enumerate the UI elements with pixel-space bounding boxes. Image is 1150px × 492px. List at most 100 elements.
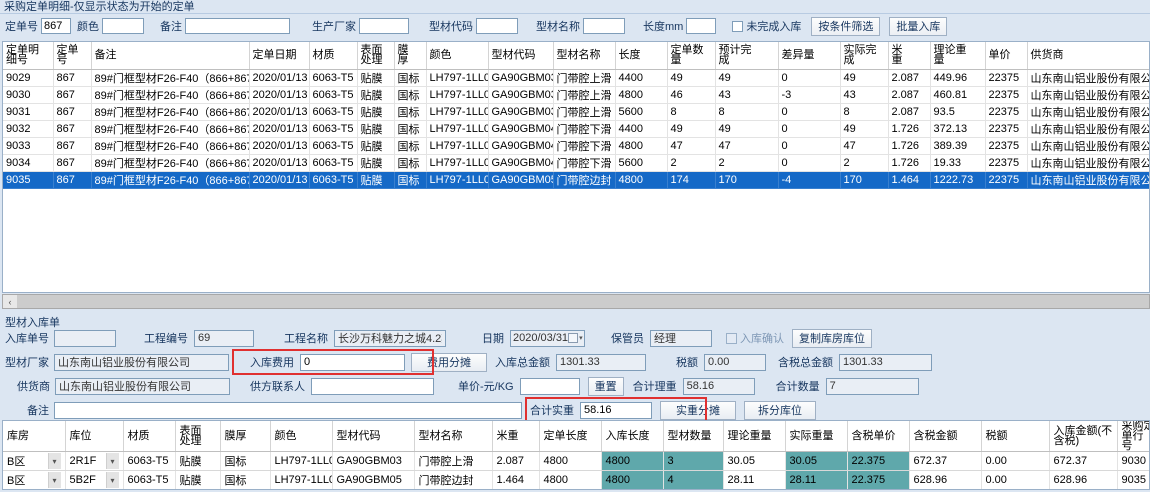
orders-cell[interactable]: 1.726: [888, 120, 931, 138]
orders-cell[interactable]: 贴膜: [357, 86, 395, 104]
orders-col-header[interactable]: 材质: [309, 42, 358, 70]
orders-cell[interactable]: LH797-1LL0: [426, 137, 489, 155]
calendar-icon[interactable]: ▾: [568, 333, 583, 343]
orders-cell[interactable]: 22375: [985, 120, 1028, 138]
orders-cell[interactable]: 867: [53, 154, 92, 172]
detail-col-header[interactable]: 定单长度: [539, 421, 602, 452]
orders-cell[interactable]: 89#门框型材F26-F40（866+867）: [91, 86, 250, 104]
confirm-checkbox-icon[interactable]: [726, 332, 737, 344]
detail-cell-order_length[interactable]: 4800: [539, 451, 602, 471]
profile-code-input[interactable]: [476, 18, 518, 34]
table-row[interactable]: 9033 867 89#门框型材F26-F40（866+867） 2020/01/13…: [3, 137, 1149, 155]
orders-cell[interactable]: 5600: [615, 154, 668, 172]
unit-price-input[interactable]: [519, 377, 580, 395]
orders-col-header[interactable]: 实际完成: [840, 42, 889, 70]
orders-cell[interactable]: 2020/01/13: [249, 120, 310, 138]
orders-cell[interactable]: 8: [715, 103, 779, 121]
orders-cell[interactable]: 47: [667, 137, 716, 155]
orders-col-header[interactable]: 膜厚: [394, 42, 427, 70]
orders-cell[interactable]: 5600: [615, 103, 668, 121]
chevron-down-icon[interactable]: ▾: [105, 472, 119, 488]
detail-col-header[interactable]: 含税单价: [847, 421, 910, 452]
orders-col-header[interactable]: 理论重量: [930, 42, 986, 70]
orders-grid[interactable]: 定单明 细号 定单号备注 定单日期 材质 表面 处理膜厚颜色 型材代码 型材名称 长度 定单数量预计…: [2, 41, 1150, 293]
orders-cell[interactable]: 389.39: [930, 137, 986, 155]
keeper-input[interactable]: [650, 329, 712, 347]
detail-col-header[interactable]: 入库长度: [601, 421, 664, 452]
orders-cell[interactable]: 1.726: [888, 137, 931, 155]
orders-cell[interactable]: 山东南山铝业股份有限公司: [1027, 86, 1149, 104]
grid-hscrollbar[interactable]: ‹: [2, 294, 1150, 309]
orders-cell[interactable]: 449.96: [930, 69, 986, 87]
orders-cell[interactable]: 49: [840, 69, 889, 87]
orders-cell[interactable]: 0: [778, 154, 841, 172]
orders-cell[interactable]: GA90GBM03: [488, 103, 554, 121]
total-amount-input[interactable]: [556, 353, 646, 371]
orders-cell[interactable]: 2020/01/13: [249, 69, 310, 87]
orders-cell[interactable]: 9033: [3, 137, 54, 155]
fee-input[interactable]: [300, 353, 405, 371]
orders-cell[interactable]: 2020/01/13: [249, 154, 310, 172]
date-picker[interactable]: 2020/03/31 ▾: [510, 329, 585, 347]
orders-cell[interactable]: 0: [778, 69, 841, 87]
orders-col-header[interactable]: 备注: [91, 42, 250, 70]
total-actual-input[interactable]: [580, 401, 652, 419]
orders-cell[interactable]: 867: [53, 171, 92, 189]
form-remark-input[interactable]: [54, 401, 522, 419]
orders-cell[interactable]: 2020/01/13: [249, 171, 310, 189]
orders-cell[interactable]: 19.33: [930, 154, 986, 172]
orders-cell[interactable]: 89#门框型材F26-F40（866+867）: [91, 103, 250, 121]
split-location-button[interactable]: 拆分库位: [744, 400, 816, 420]
table-row[interactable]: 9029 867 89#门框型材F26-F40（866+867） 2020/01/13…: [3, 69, 1149, 87]
detail-cell-actual_weight[interactable]: 30.05: [785, 451, 848, 471]
orders-cell[interactable]: 4800: [615, 86, 668, 104]
copy-location-button[interactable]: 复制库房库位: [792, 328, 872, 348]
orders-cell[interactable]: 国标: [394, 171, 427, 189]
detail-cell-warehouse[interactable]: B区 ▾: [3, 470, 66, 489]
detail-col-header[interactable]: 型材代码: [332, 421, 415, 452]
orders-cell[interactable]: 22375: [985, 137, 1028, 155]
orders-cell[interactable]: 9029: [3, 69, 54, 87]
tax-input[interactable]: [704, 353, 766, 371]
orders-cell[interactable]: 89#门框型材F26-F40（866+867）: [91, 154, 250, 172]
orders-cell[interactable]: 89#门框型材F26-F40（866+867）: [91, 171, 250, 189]
detail-cell-line_no[interactable]: 9035: [1117, 470, 1149, 489]
orders-cell[interactable]: 6063-T5: [309, 154, 358, 172]
orders-cell[interactable]: 867: [53, 137, 92, 155]
detail-col-header[interactable]: 型材数量: [663, 421, 724, 452]
manufacturer-input[interactable]: [54, 353, 229, 371]
color-input[interactable]: [102, 18, 144, 34]
orders-cell[interactable]: GA90GBM05: [488, 171, 554, 189]
orders-cell[interactable]: 8: [840, 103, 889, 121]
detail-cell-warehouse[interactable]: B区 ▾: [3, 451, 66, 471]
orders-cell[interactable]: 门带腔边封: [553, 171, 616, 189]
orders-cell[interactable]: 2020/01/13: [249, 86, 310, 104]
orders-cell[interactable]: 贴膜: [357, 103, 395, 121]
orders-cell[interactable]: 867: [53, 69, 92, 87]
orders-cell[interactable]: 22375: [985, 86, 1028, 104]
orders-cell[interactable]: 1.726: [888, 154, 931, 172]
orders-cell[interactable]: 山东南山铝业股份有限公司: [1027, 120, 1149, 138]
orders-cell[interactable]: 山东南山铝业股份有限公司: [1027, 137, 1149, 155]
factory-input[interactable]: [359, 18, 409, 34]
chevron-down-icon[interactable]: ▾: [105, 453, 119, 469]
detail-cell-color[interactable]: LH797-1LL0: [270, 451, 333, 471]
contact-input[interactable]: [311, 377, 434, 395]
orders-cell[interactable]: 国标: [394, 69, 427, 87]
orders-cell[interactable]: 47: [840, 137, 889, 155]
orders-cell[interactable]: 山东南山铝业股份有限公司: [1027, 171, 1149, 189]
detail-col-header[interactable]: 膜厚: [220, 421, 271, 452]
orders-cell[interactable]: 6063-T5: [309, 103, 358, 121]
orders-cell[interactable]: 2.087: [888, 69, 931, 87]
orders-cell[interactable]: 49: [840, 120, 889, 138]
filter-button[interactable]: 按条件筛选: [811, 16, 881, 36]
detail-col-header[interactable]: 米重: [492, 421, 540, 452]
orders-cell[interactable]: 2.087: [888, 103, 931, 121]
checkbox-icon[interactable]: [732, 20, 744, 32]
orders-col-header[interactable]: 供货商: [1027, 42, 1149, 70]
detail-col-header[interactable]: 实际重量: [785, 421, 848, 452]
orders-cell[interactable]: LH797-1LL0: [426, 171, 489, 189]
orders-cell[interactable]: 国标: [394, 103, 427, 121]
orders-cell[interactable]: 门带腔下滑: [553, 120, 616, 138]
orders-cell[interactable]: 89#门框型材F26-F40（866+867）: [91, 69, 250, 87]
